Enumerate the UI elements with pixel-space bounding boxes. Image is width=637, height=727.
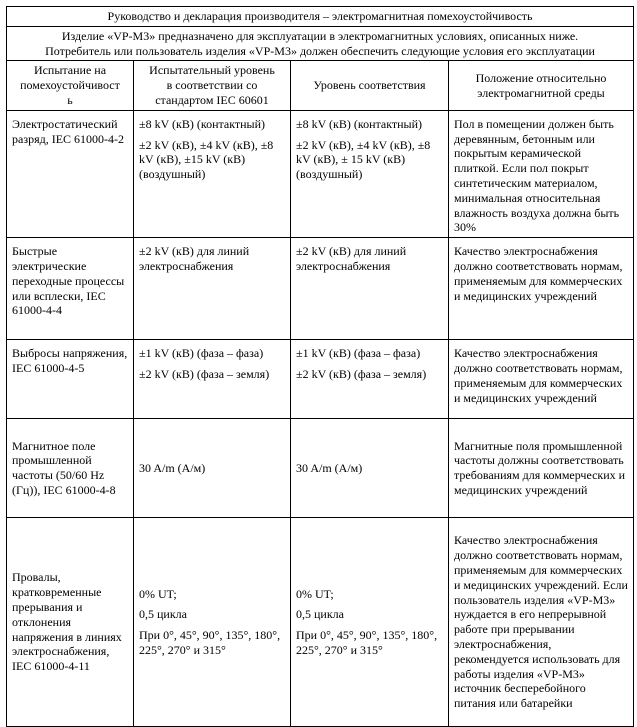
cell-environment: Качество электроснабжения должно соответ…: [447, 237, 635, 341]
cell-test-level: ±2 kV (кВ) для линий электроснабжения: [133, 237, 291, 341]
emc-immunity-table: Руководство и декларация производителя –…: [5, 6, 635, 727]
cell-compliance-level: ±1 kV (кВ) (фаза – фаза) ±2 kV (кВ) (фаза…: [290, 339, 449, 420]
col-header-test-level: Испытательный уровень в соответствии со …: [133, 60, 291, 111]
cell-environment: Качество электроснабжения должно соответ…: [447, 339, 635, 420]
table-header-row: Испытание на помехоустойчивост ь Испытат…: [6, 60, 635, 111]
cell-compliance-level: ±2 kV (кВ) для линий электроснабжения: [290, 237, 449, 341]
cell-environment: Пол в помещении должен быть деревянным, …: [447, 109, 635, 239]
cell-test-level: 30 A/m (А/м): [133, 418, 291, 519]
col-header-environment: Положение относительно электромагнитной …: [447, 60, 635, 111]
table-row-voltage-dips: Провалы, кратковременные прерывания и от…: [6, 517, 635, 727]
cell-environment: Качество электроснабжения должно соответ…: [447, 517, 635, 727]
col-header-immunity-test: Испытание на помехоустойчивост ь: [6, 60, 134, 111]
cell-test-name: Выбросы напряжения, IEC 61000-4-5: [6, 339, 134, 420]
cell-test-name: Электростатический разряд, IEC 61000-4-2: [6, 109, 134, 239]
cell-test-name: Быстрые электрические переходные процесс…: [6, 237, 134, 341]
cell-test-level: ±1 kV (кВ) (фаза – фаза) ±2 kV (кВ) (фаза…: [133, 339, 291, 420]
table-description-row: Изделие «VP-M3» предназначено для эксплу…: [5, 25, 635, 62]
cell-compliance-level: 0% UT; 0,5 цикла При 0°, 45°, 90°, 135°, 1…: [290, 517, 449, 727]
cell-environment: Магнитные поля промышленной частоты долж…: [447, 418, 635, 519]
cell-compliance-level: ±8 kV (кВ) (контактный) ±2 kV (кВ), ±4 kV…: [290, 109, 449, 239]
cell-test-name: Магнитное поле промышленной частоты (50/…: [6, 418, 134, 519]
col-header-compliance-level: Уровень соответствия: [290, 60, 449, 111]
cell-test-name: Провалы, кратковременные прерывания и от…: [6, 517, 134, 727]
table-row-fast-transients: Быстрые электрические переходные процесс…: [6, 237, 635, 341]
table-row-magnetic-field: Магнитное поле промышленной частоты (50/…: [6, 418, 635, 519]
cell-compliance-level: 30 A/m (А/м): [290, 418, 449, 519]
table-row-surges: Выбросы напряжения, IEC 61000-4-5 ±1 kV …: [6, 339, 635, 420]
table-description: Изделие «VP-M3» предназначено для эксплу…: [5, 25, 635, 62]
table-row-esd: Электростатический разряд, IEC 61000-4-2…: [6, 109, 635, 239]
table-title-row: Руководство и декларация производителя –…: [5, 6, 635, 27]
cell-test-level: 0% UT; 0,5 цикла При 0°, 45°, 90°, 135°, 1…: [133, 517, 291, 727]
cell-test-level: ±8 kV (кВ) (контактный) ±2 kV (кВ), ±4 kV…: [133, 109, 291, 239]
table-title: Руководство и декларация производителя –…: [5, 6, 635, 27]
